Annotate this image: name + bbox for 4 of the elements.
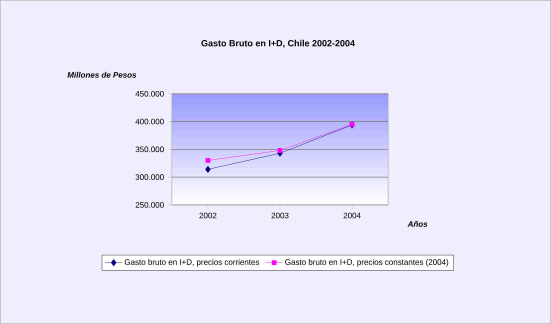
chart-title: Gasto Bruto en I+D, Chile 2002-2004 [201, 40, 355, 48]
point [205, 166, 211, 174]
point [206, 158, 210, 163]
point [278, 148, 282, 153]
